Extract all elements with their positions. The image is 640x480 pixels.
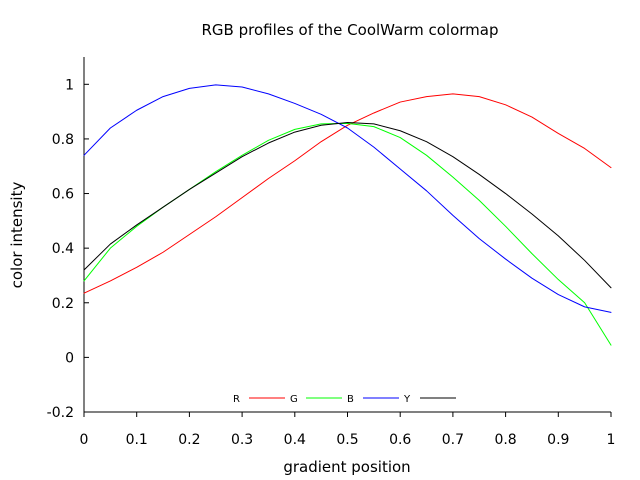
series-line-b	[83, 84, 612, 313]
plot-area	[84, 57, 611, 412]
x-tick-label: 0.5	[336, 432, 358, 448]
y-tick-label: 1	[65, 77, 74, 93]
x-axis: 0 0.1 0.2 0.3 0.4 0.5 0.6 0.7 0.8 0.9 1	[80, 411, 616, 448]
x-axis-title: gradient position	[283, 458, 410, 476]
x-tick-label: 0.2	[178, 432, 200, 448]
series-layer	[83, 84, 612, 346]
legend-label-b: B	[347, 394, 354, 405]
series-line-y	[83, 122, 612, 289]
y-tick-label: 0.8	[52, 132, 74, 148]
x-tick-label: 0.9	[547, 432, 569, 448]
y-tick-label: 0.4	[52, 241, 74, 257]
legend-label-r: R	[233, 394, 240, 405]
y-tick-label: 0	[65, 350, 74, 366]
legend-label-y: Y	[403, 394, 411, 405]
x-tick-label: 0	[80, 432, 89, 448]
series-line-g	[83, 122, 612, 346]
y-tick-label: 0.6	[52, 187, 74, 203]
chart-title: RGB profiles of the CoolWarm colormap	[201, 21, 498, 39]
series-line-r	[83, 93, 612, 294]
legend-label-g: G	[290, 394, 298, 405]
y-axis: -0.2 0 0.2 0.4 0.6 0.8 1	[47, 57, 89, 421]
y-tick-label: 0.2	[52, 296, 74, 312]
x-tick-label: 0.8	[494, 432, 516, 448]
x-tick-label: 0.6	[389, 432, 411, 448]
plot-frame	[84, 57, 611, 412]
y-tick-label: -0.2	[47, 405, 74, 421]
x-tick-label: 0.7	[442, 432, 464, 448]
x-tick-label: 0.3	[231, 432, 253, 448]
x-tick-label: 0.1	[126, 432, 148, 448]
x-tick-label: 1	[607, 432, 616, 448]
x-tick-label: 0.4	[284, 432, 306, 448]
y-axis-title: color intensity	[8, 182, 26, 289]
